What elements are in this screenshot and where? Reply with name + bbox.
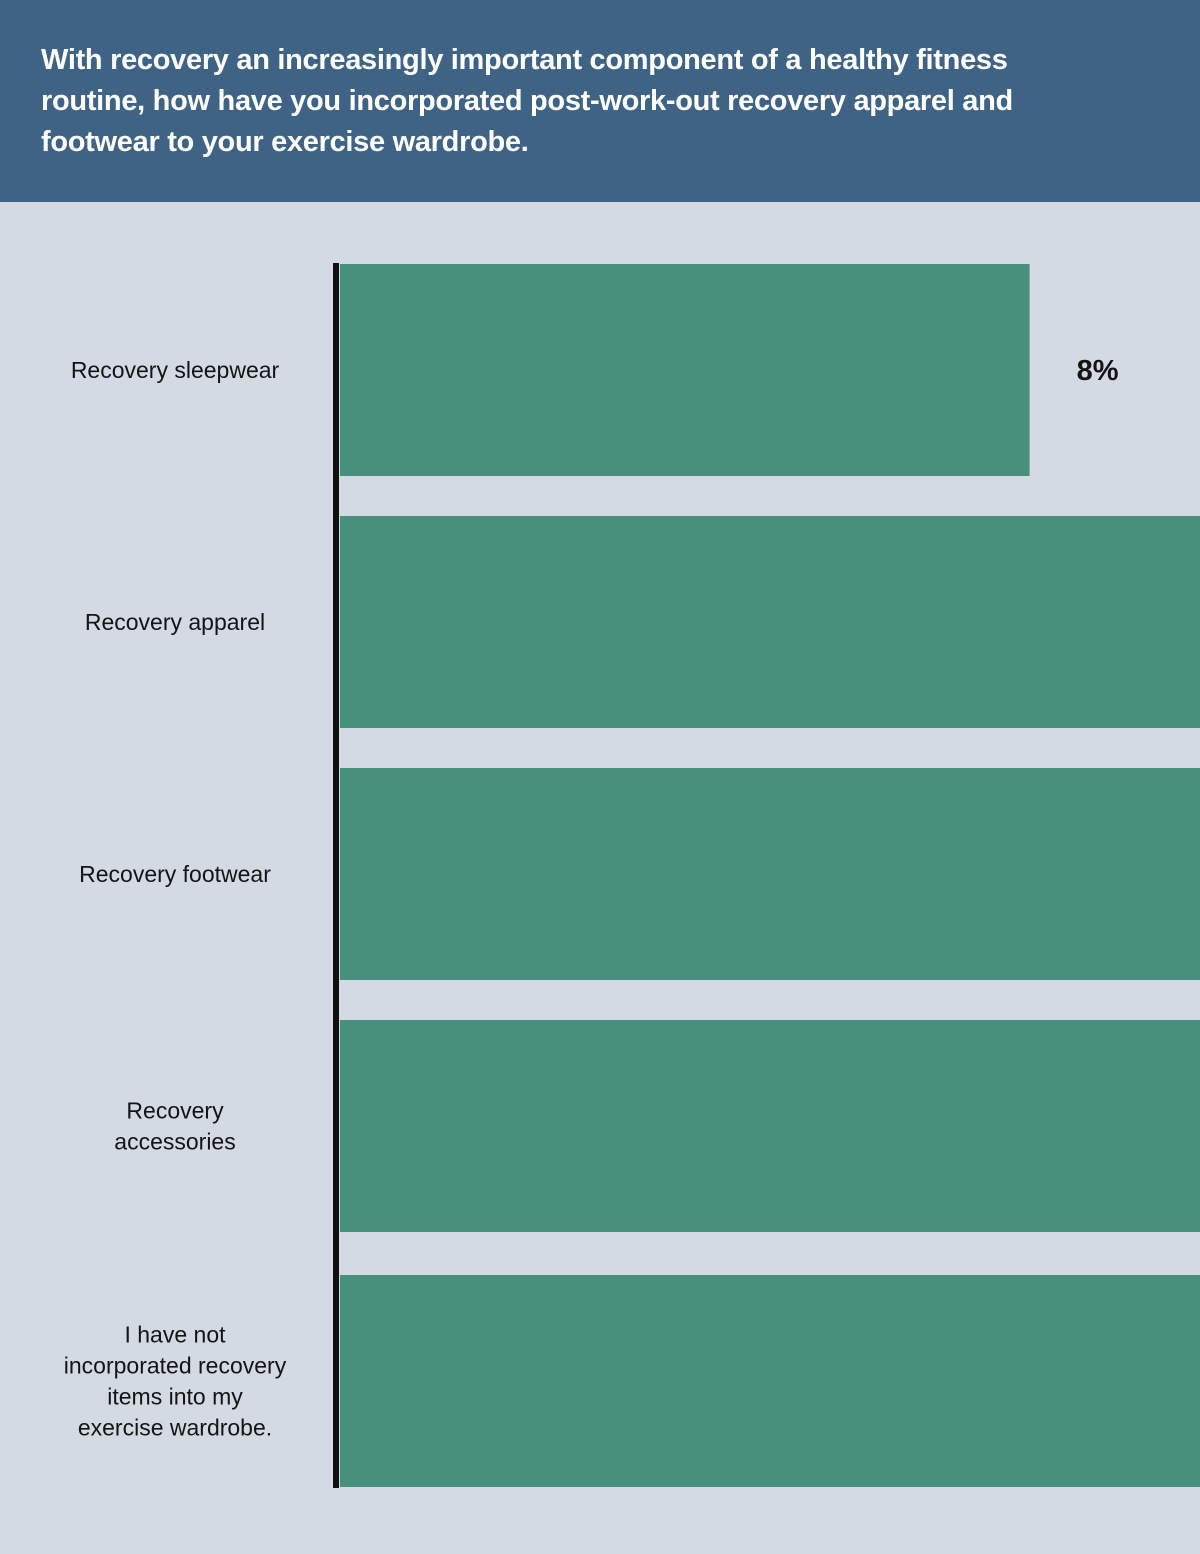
bar-chart: 8%Recovery sleepwear20%Recovery apparel2…: [0, 202, 1200, 1554]
category-label-line: I have not: [124, 1322, 226, 1348]
category-label-3: Recovery accessories: [114, 1098, 235, 1155]
category-label-line: accessories: [114, 1129, 235, 1155]
y-axis-line: [333, 263, 339, 1488]
category-label-0: Recovery sleepwear: [71, 357, 280, 383]
bar-4: [340, 1275, 1200, 1487]
category-label-4: I have not incorporated recovery items int…: [64, 1322, 287, 1441]
category-label-line: Recovery: [126, 1098, 224, 1124]
bar-1: [340, 516, 1200, 728]
category-label-line: Recovery footwear: [79, 861, 271, 887]
category-label-line: Recovery apparel: [85, 609, 265, 635]
category-label-line: exercise wardrobe.: [78, 1415, 272, 1441]
bar-2: [340, 768, 1200, 980]
bar-0: [340, 264, 1030, 476]
category-label-1: Recovery apparel: [85, 609, 265, 635]
value-label-0: 8%: [1077, 355, 1119, 387]
category-label-2: Recovery footwear: [79, 861, 271, 887]
category-label-line: Recovery sleepwear: [71, 357, 280, 383]
chart-question-title: With recovery an increasingly important …: [41, 44, 1013, 158]
category-label-line: incorporated recovery: [64, 1353, 287, 1379]
category-label-line: items into my: [107, 1384, 243, 1410]
header-banner: With recovery an increasingly important …: [0, 0, 1200, 202]
bar-chart-svg: 8%Recovery sleepwear20%Recovery apparel2…: [64, 263, 1200, 1488]
bar-3: [340, 1020, 1200, 1232]
